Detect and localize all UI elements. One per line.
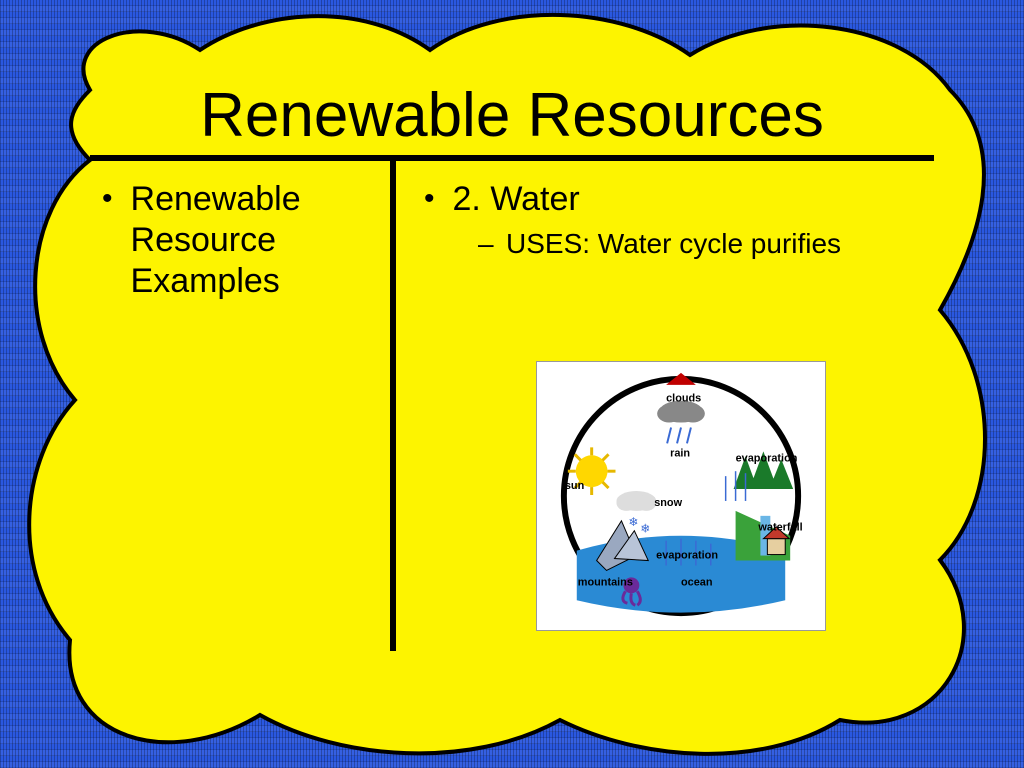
svg-text:❄: ❄ (640, 522, 650, 536)
slide-content: Renewable Resources • Renewable Resource… (90, 80, 934, 688)
svg-text:❄: ❄ (628, 515, 638, 529)
left-bullet-text: Renewable Resource Examples (131, 179, 382, 301)
dash-icon: – (478, 228, 494, 260)
right-subbullet-text: USES: Water cycle purifies (506, 228, 841, 260)
diagram-label-sun: sun (565, 480, 584, 492)
diagram-label-mountains: mountains (578, 576, 633, 588)
bullet-dot-icon: • (102, 179, 113, 218)
diagram-label-rain: rain (670, 447, 690, 459)
diagram-label-snow: snow (654, 497, 682, 509)
diagram-label-evaporation: evaporation (736, 452, 798, 464)
left-column: • Renewable Resource Examples (90, 161, 390, 651)
diagram-label-evaporation2: evaporation (656, 550, 718, 562)
bullet-dot-icon: • (424, 179, 435, 218)
slide-title: Renewable Resources (90, 80, 934, 151)
columns: • Renewable Resource Examples • 2. Water… (90, 161, 934, 651)
diagram-label-waterfall: waterfall (757, 522, 802, 534)
diagram-label-ocean: ocean (681, 576, 713, 588)
diagram-label-clouds: clouds (666, 393, 701, 405)
right-bullet: • 2. Water (424, 179, 926, 220)
right-subbullet: – USES: Water cycle purifies (478, 228, 926, 260)
water-cycle-diagram: ❄ ❄ (536, 361, 826, 631)
left-bullet: • Renewable Resource Examples (102, 179, 382, 301)
right-column: • 2. Water – USES: Water cycle purifies (396, 161, 934, 651)
right-bullet-text: 2. Water (453, 179, 580, 220)
